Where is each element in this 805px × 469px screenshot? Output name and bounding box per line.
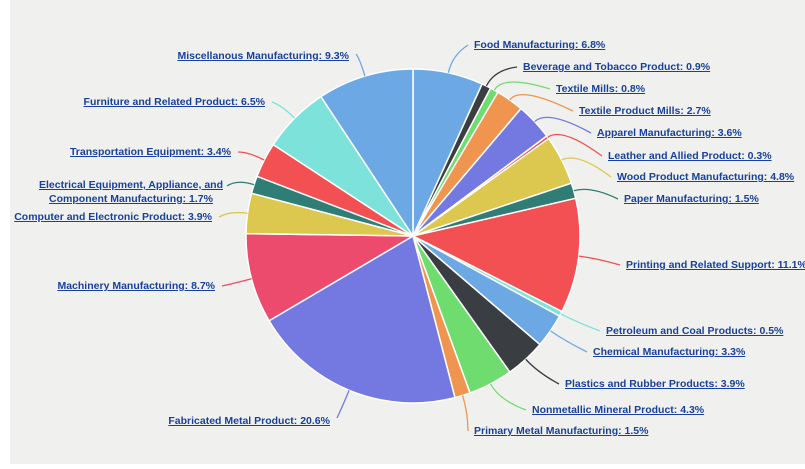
slice-label-transportation-equipment: Transportation Equipment: 3.4% <box>69 146 231 158</box>
leader-line-apparel-manufacturing <box>534 116 592 134</box>
pie-slice-miscellanous-manufacturing[interactable] <box>320 68 414 237</box>
leader-line-plastics-and-rubber-products <box>525 358 560 385</box>
slice-label-plastics-and-rubber-products: Plastics and Rubber Products: 3.9% <box>565 378 745 390</box>
leader-line-leather-and-allied-product <box>547 133 603 157</box>
pie-chart-svg <box>218 44 621 432</box>
pie-slice-machinery-manufacturing[interactable] <box>245 232 414 322</box>
leader-line-textile-mills <box>493 81 551 91</box>
slice-label-leather-and-allied-product: Leather and Allied Product: 0.3% <box>608 150 772 162</box>
leader-line-furniture-and-related-product <box>271 101 296 119</box>
slice-label-primary-metal-manufacturing: Primary Metal Manufacturing: 1.5% <box>474 425 649 437</box>
leader-line-beverage-and-tobacco-product <box>485 66 518 87</box>
slice-label-apparel-manufacturing: Apparel Manufacturing: 3.6% <box>597 127 742 139</box>
slice-label-textile-product-mills: Textile Product Mills: 2.7% <box>579 105 711 117</box>
pie-slice-fabricated-metal-product[interactable] <box>268 235 456 404</box>
slice-label-chemical-manufacturing: Chemical Manufacturing: 3.3% <box>593 346 746 358</box>
slice-label-wood-product-manufacturing: Wood Product Manufacturing: 4.8% <box>617 171 795 183</box>
leader-line-textile-product-mills <box>509 93 574 112</box>
leader-line-nonmetallic-mineral-product <box>490 383 527 411</box>
slice-label-miscellanous-manufacturing: Miscellanous Manufacturing: 9.3% <box>177 50 349 62</box>
leader-line-printing-and-related-support <box>578 255 621 266</box>
pie-slice-printing-and-related-support[interactable] <box>412 197 581 313</box>
leader-line-primary-metal-manufacturing <box>461 395 469 432</box>
slice-label-fabricated-metal-product: Fabricated Metal Product: 20.6% <box>168 415 330 427</box>
leader-line-electrical-equipment-appliance-and-component-manufacturing <box>226 181 255 187</box>
leader-line-food-manufacturing <box>447 44 469 73</box>
leader-line-miscellanous-manufacturing <box>355 53 366 77</box>
slice-label-electrical-equipment-appliance-and-component-manufacturing: Electrical Equipment, Appliance, and Comp… <box>39 179 223 205</box>
slice-label-computer-and-electronic-product: Computer and Electronic Product: 3.9% <box>14 211 212 223</box>
leader-line-wood-product-manufacturing <box>561 157 612 178</box>
slice-label-furniture-and-related-product: Furniture and Related Product: 6.5% <box>83 96 265 108</box>
slice-label-paper-manufacturing: Paper Manufacturing: 1.5% <box>624 193 759 205</box>
slice-label-food-manufacturing: Food Manufacturing: 6.8% <box>474 39 606 51</box>
pie-chart-plot-area: Food Manufacturing: 6.8% Beverage and Tob… <box>10 0 805 464</box>
leader-line-chemical-manufacturing <box>550 330 588 353</box>
leader-line-paper-manufacturing <box>573 188 619 200</box>
leader-line-transportation-equipment <box>237 151 265 161</box>
slice-label-nonmetallic-mineral-product: Nonmetallic Mineral Product: 4.3% <box>532 404 705 416</box>
leader-line-machinery-manufacturing <box>221 278 252 287</box>
slice-label-petroleum-and-coal-products: Petroleum and Coal Products: 0.5% <box>606 325 784 337</box>
leader-line-fabricated-metal-product <box>336 390 350 419</box>
slice-label-beverage-and-tobacco-product: Beverage and Tobacco Product: 0.9% <box>523 61 711 73</box>
slice-label-printing-and-related-support: Printing and Related Support: 11.1% <box>626 259 805 271</box>
leader-line-computer-and-electronic-product <box>218 211 248 218</box>
leader-line-petroleum-and-coal-products <box>560 313 601 332</box>
slice-label-textile-mills: Textile Mills: 0.8% <box>556 83 646 95</box>
slice-label-machinery-manufacturing: Machinery Manufacturing: 8.7% <box>57 280 215 292</box>
